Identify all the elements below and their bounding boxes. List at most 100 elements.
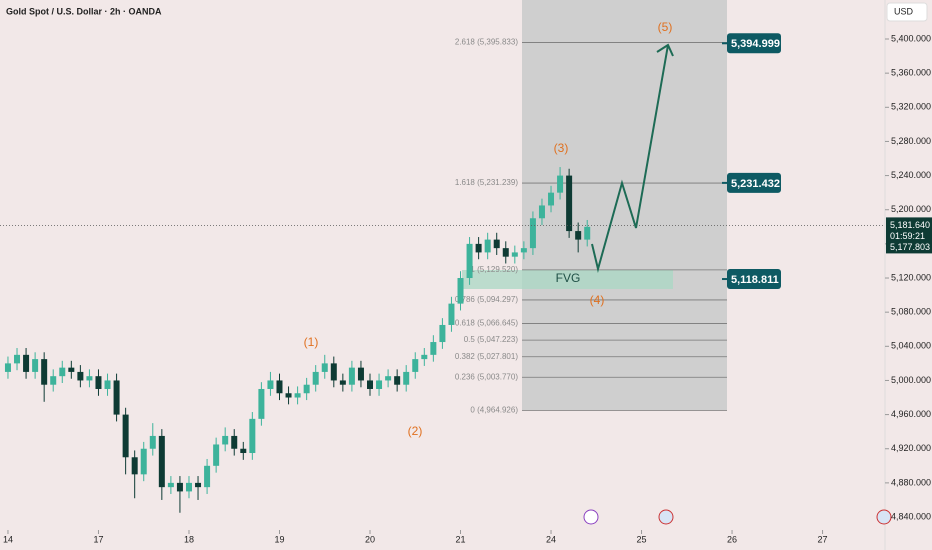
candle-body bbox=[195, 482, 202, 488]
y-tick-label: 5,320.000 bbox=[891, 102, 931, 112]
wave-label: (1) bbox=[304, 335, 319, 349]
price-tag bbox=[727, 172, 781, 193]
candle-body bbox=[511, 252, 518, 257]
x-tick-label: 14 bbox=[3, 534, 13, 544]
currency-box[interactable] bbox=[886, 2, 928, 22]
candle-body bbox=[86, 376, 93, 381]
candle-body bbox=[529, 218, 536, 249]
candle-body bbox=[4, 363, 11, 372]
candle-body bbox=[548, 192, 555, 206]
candle-body bbox=[403, 371, 410, 385]
candle-body bbox=[421, 354, 428, 360]
candle-body bbox=[385, 376, 392, 381]
candle-body bbox=[466, 243, 473, 279]
currency: USD bbox=[894, 6, 914, 16]
candle-body bbox=[448, 303, 455, 325]
y-tick-label: 5,120.000 bbox=[891, 272, 931, 282]
candle-body bbox=[204, 465, 211, 488]
price-tag-label: 5,394.999 bbox=[731, 38, 780, 50]
event-icon[interactable] bbox=[658, 509, 674, 525]
candle-body bbox=[213, 444, 220, 466]
price-tag-label: 5,231.432 bbox=[731, 178, 780, 190]
candle-body bbox=[357, 367, 364, 381]
candle-body bbox=[430, 342, 437, 355]
candle-body bbox=[149, 435, 156, 449]
wave-label: (3) bbox=[554, 141, 569, 155]
candle-body bbox=[294, 393, 301, 398]
fib-label: 0.5 (5,047.223) bbox=[464, 335, 519, 344]
last-price-box bbox=[886, 217, 932, 254]
y-tick-label: 4,840.000 bbox=[891, 511, 931, 521]
wave-label: (2) bbox=[408, 424, 423, 438]
fib-label: 1 (5,129.520) bbox=[470, 265, 518, 274]
event-icon[interactable] bbox=[583, 509, 599, 525]
event-icon[interactable] bbox=[876, 509, 892, 525]
fvg-zone bbox=[462, 270, 673, 289]
candle-body bbox=[348, 367, 355, 385]
y-tick-label: 4,880.000 bbox=[891, 477, 931, 487]
candle-body bbox=[104, 380, 111, 389]
fib-label: 1.618 (5,231.239) bbox=[455, 178, 518, 187]
candle-body bbox=[412, 359, 419, 372]
x-tick-label: 24 bbox=[546, 534, 556, 544]
y-tick-label: 5,080.000 bbox=[891, 307, 931, 317]
candle-body bbox=[59, 367, 66, 377]
x-tick-label: 19 bbox=[274, 534, 284, 544]
candle-body bbox=[457, 278, 464, 304]
fib-label: 2.618 (5,395.833) bbox=[455, 38, 518, 47]
candle-body bbox=[167, 482, 174, 488]
y-tick-label: 5,000.000 bbox=[891, 375, 931, 385]
candle-body bbox=[312, 371, 319, 385]
price-tag bbox=[727, 33, 781, 54]
x-tick-label: 25 bbox=[637, 534, 647, 544]
y-tick-label: 5,400.000 bbox=[891, 33, 931, 43]
zone-label: FVG bbox=[556, 271, 581, 285]
y-tick-label: 5,280.000 bbox=[891, 136, 931, 146]
candle-body bbox=[584, 226, 591, 240]
x-tick-label: 21 bbox=[456, 534, 466, 544]
candle-body bbox=[113, 380, 120, 415]
candle-body bbox=[14, 354, 21, 364]
candle-body bbox=[502, 248, 509, 257]
candle-body bbox=[158, 435, 165, 488]
candle-body bbox=[321, 363, 328, 372]
x-tick-label: 17 bbox=[93, 534, 103, 544]
candle-body bbox=[68, 367, 75, 372]
candle-body bbox=[475, 243, 482, 253]
chart-title: Gold Spot / U.S. Dollar · 2h · OANDA bbox=[6, 6, 162, 16]
last-price-label: 5,181.640 bbox=[890, 220, 930, 230]
candle-body bbox=[249, 418, 256, 454]
candle-body bbox=[41, 359, 48, 385]
candle-body bbox=[367, 380, 374, 389]
price-tag bbox=[727, 269, 781, 290]
fib-label: 0.618 (5,066.645) bbox=[455, 319, 518, 328]
candle-body bbox=[303, 384, 310, 394]
wave-label: (4) bbox=[590, 293, 605, 307]
projection-path bbox=[591, 44, 669, 273]
y-tick-label: 5,200.000 bbox=[891, 204, 931, 214]
y-tick-label: 4,920.000 bbox=[891, 443, 931, 453]
x-tick-label: 18 bbox=[184, 534, 194, 544]
projection-zone bbox=[522, 0, 727, 411]
candle-body bbox=[493, 239, 500, 249]
x-tick-label: 27 bbox=[818, 534, 828, 544]
price-tag-label: 5,118.811 bbox=[731, 274, 779, 286]
y-tick-label: 5,240.000 bbox=[891, 170, 931, 180]
candle-body bbox=[330, 363, 337, 381]
fib-label: 0.382 (5,027.801) bbox=[455, 352, 518, 361]
countdown: 01:59:21 bbox=[890, 231, 925, 241]
candle-body bbox=[95, 376, 102, 389]
candle-body bbox=[439, 324, 446, 343]
candle-body bbox=[575, 231, 582, 240]
candle-body bbox=[394, 376, 401, 385]
candle-body bbox=[285, 393, 292, 398]
candle-body bbox=[176, 482, 183, 492]
prev-close-label: 5,177.803 bbox=[890, 242, 930, 252]
y-tick-label: 4,960.000 bbox=[891, 409, 931, 419]
fib-label: 0 (4,964.926) bbox=[470, 405, 518, 414]
candle-body bbox=[131, 457, 138, 475]
candle-body bbox=[140, 448, 147, 475]
candle-body bbox=[484, 239, 491, 253]
candle-body bbox=[23, 354, 30, 372]
